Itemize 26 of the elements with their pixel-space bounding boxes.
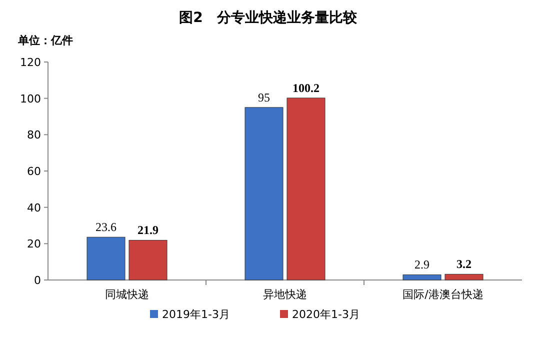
bar: [402, 274, 442, 280]
x-tick-label: 同城快递: [105, 288, 149, 301]
y-tick-label: 120: [20, 56, 41, 69]
bar: [86, 236, 126, 280]
bar: [286, 98, 326, 280]
chart-title: 图2 分专业快递业务量比较: [179, 9, 358, 26]
bar: [128, 240, 168, 280]
y-tick-label: 20: [27, 238, 41, 251]
bar: [444, 274, 484, 280]
y-tick-label: 40: [27, 201, 41, 214]
data-label: 2.9: [414, 258, 430, 272]
data-label: 95: [258, 90, 270, 104]
data-label: 23.6: [96, 220, 116, 234]
data-label: 21.9: [138, 223, 158, 238]
data-label: 3.2: [456, 257, 472, 272]
legend-label: 2020年1-3月: [292, 308, 360, 321]
y-tick-label: 0: [34, 274, 41, 287]
y-tick-label: 80: [27, 128, 41, 142]
data-label: 100.2: [292, 80, 320, 95]
y-axis-title: 单位：亿件: [17, 34, 73, 47]
y-tick-label: 100: [20, 92, 41, 106]
x-tick-label: 异地快递: [263, 288, 307, 301]
legend-label: 2019年1-3月: [162, 308, 230, 321]
y-tick-label: 60: [27, 165, 41, 178]
x-tick-label: 国际/港澳台快递: [402, 288, 484, 301]
bar: [244, 107, 284, 280]
